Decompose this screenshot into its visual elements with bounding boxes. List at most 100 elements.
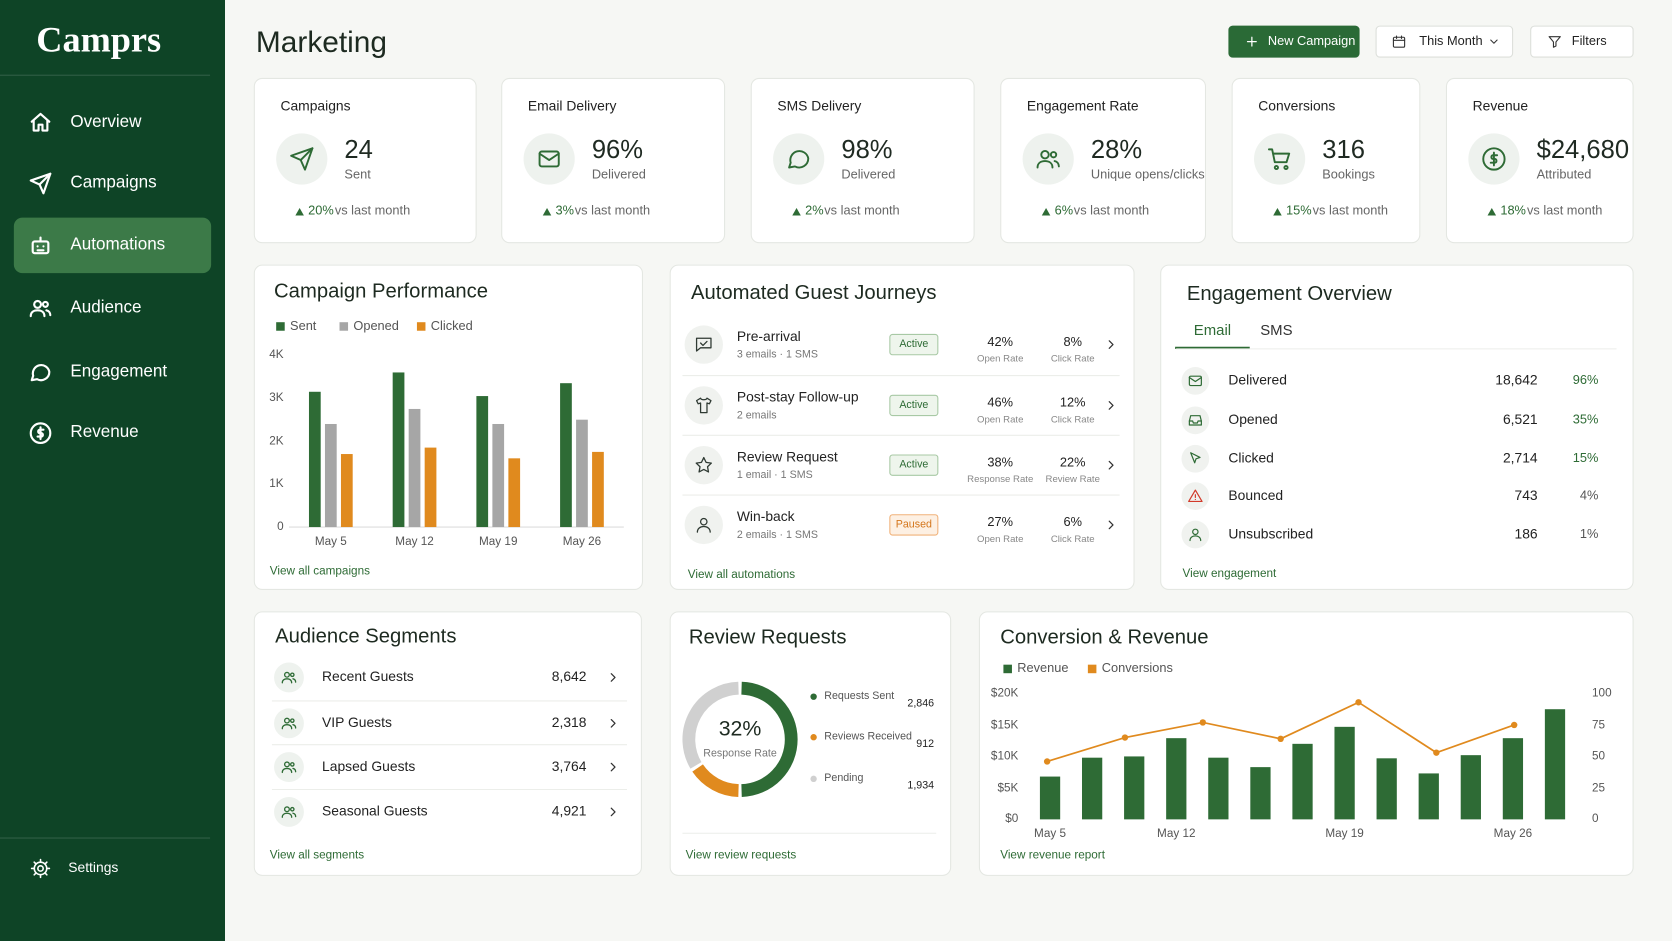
line-point (1433, 749, 1440, 756)
legend-label: Opened (353, 318, 399, 333)
page-title: Marketing (255, 25, 388, 59)
kpi-sub: Unique opens/clicks (1090, 166, 1205, 182)
nav-item[interactable]: Automations (70, 235, 166, 254)
icon-part (29, 309, 46, 318)
nav-item[interactable]: Overview (70, 112, 142, 132)
icon-send (29, 172, 52, 195)
button-label[interactable]: This Month (1419, 33, 1483, 49)
y-tick-label: 2K (269, 434, 284, 448)
line-point (1510, 721, 1518, 729)
icon-chev (1108, 340, 1114, 349)
link[interactable]: View engagement (1182, 567, 1277, 581)
tab[interactable]: Email (1193, 321, 1232, 339)
card-title: Automated Guest Journeys (690, 281, 937, 305)
button-label[interactable]: New Campaign (1267, 33, 1356, 49)
x-tick-label: May 19 (479, 535, 518, 549)
icon-chev (610, 673, 616, 682)
icon-part (610, 762, 616, 772)
icon-part (30, 364, 51, 382)
icon-part (1482, 147, 1506, 171)
y-tick-label: $10K (990, 749, 1019, 763)
legend-dot (810, 775, 817, 783)
segment-name: Recent Guests (322, 668, 414, 685)
tab[interactable]: SMS (1260, 321, 1293, 339)
donut-segment (682, 681, 739, 769)
link[interactable]: View all campaigns (269, 565, 370, 578)
link[interactable]: View revenue report (1000, 848, 1105, 862)
icon-part (289, 806, 295, 812)
chart-title: Conversion & Revenue (1000, 626, 1209, 649)
journey-detail: 3 emails · 1 SMS (736, 349, 819, 361)
nav-item[interactable]: Audience (70, 298, 142, 317)
legend-swatch (339, 322, 349, 331)
kpi-change: 6% (1054, 202, 1074, 218)
kpi-sub: Delivered (841, 166, 896, 182)
icon-part (281, 767, 293, 774)
bar (508, 458, 521, 528)
line-point (1277, 735, 1284, 743)
legend-label: Requests Sent (824, 690, 895, 703)
icon-part (1040, 150, 1050, 160)
filters-button[interactable] (1530, 25, 1634, 58)
bar (1460, 755, 1481, 820)
bar (1124, 756, 1145, 820)
kpi-label: Campaigns (280, 97, 351, 114)
status-badge (889, 394, 939, 417)
link[interactable]: View review requests (685, 848, 797, 862)
status-label: Active (899, 338, 929, 351)
link[interactable]: View all automations (687, 568, 796, 582)
period-button[interactable] (1375, 25, 1514, 58)
chart-title: Campaign Performance (274, 280, 489, 304)
legend-label: Conversions (1101, 660, 1173, 676)
icon-home (30, 112, 51, 132)
tab-underline (1175, 346, 1250, 349)
icon-bg (684, 386, 723, 425)
icon-part (30, 858, 51, 879)
journey-name: Review Request (736, 448, 838, 465)
icon-part (610, 807, 616, 817)
icon-part (299, 147, 314, 161)
bar (324, 423, 337, 528)
kpi-value: 28% (1090, 135, 1143, 165)
bar (560, 383, 572, 528)
y-tick-label: $20K (990, 686, 1019, 700)
icon-part (1192, 528, 1199, 536)
metric-pct: 4% (1579, 487, 1599, 503)
icon-part (695, 397, 712, 414)
nav-item[interactable]: Settings (68, 859, 119, 876)
metric-value: 46% (987, 394, 1014, 410)
icon-part (1392, 35, 1406, 41)
icon-part (37, 864, 44, 872)
kpi-value: 98% (841, 135, 893, 165)
metric-name: Bounced (1228, 487, 1284, 504)
bar (424, 447, 437, 528)
icon-part (1246, 36, 1257, 47)
nav-item[interactable]: Revenue (70, 423, 139, 442)
icon-bg (1181, 406, 1210, 435)
divider (0, 837, 211, 839)
icon-part (695, 337, 712, 352)
chart-title: Review Requests (688, 626, 847, 649)
metric-value: 22% (1059, 454, 1086, 470)
legend-label: Revenue (1017, 660, 1069, 676)
bar (340, 454, 353, 528)
icon-part (1108, 340, 1114, 349)
metric-label: Review Rate (1045, 473, 1100, 485)
bar (1376, 758, 1397, 820)
kpi-label: Revenue (1472, 97, 1529, 114)
kpi-change: 20% (308, 202, 334, 218)
y-tick-label: 0 (1592, 812, 1599, 826)
button-label[interactable]: Filters (1571, 33, 1607, 49)
icon-part (281, 812, 293, 818)
nav-item[interactable]: Campaigns (70, 173, 157, 192)
nav-item[interactable]: Engagement (70, 362, 168, 381)
bar (1208, 757, 1229, 820)
icon-chev (610, 807, 616, 817)
line-point (1199, 719, 1207, 726)
link[interactable]: View all segments (269, 848, 365, 862)
trend-up (1041, 208, 1051, 216)
kpi-label: Engagement Rate (1026, 97, 1139, 114)
kpi-compare: vs last month (1526, 202, 1603, 218)
card-title: Engagement Overview (1186, 282, 1392, 306)
icon-part (788, 150, 810, 169)
